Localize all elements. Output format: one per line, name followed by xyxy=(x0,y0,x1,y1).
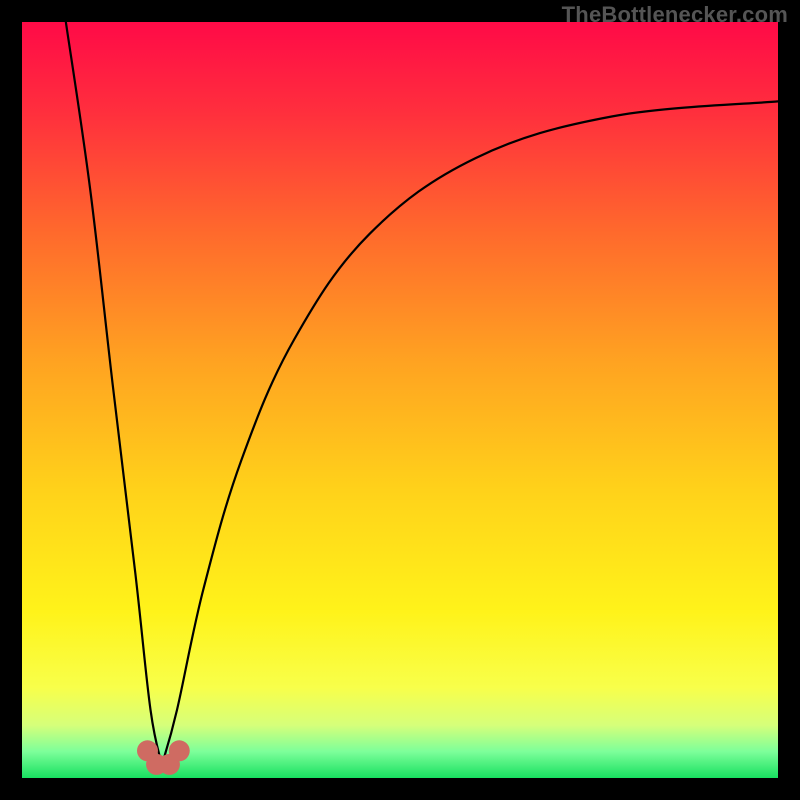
chart-frame: TheBottlenecker.com xyxy=(0,0,800,800)
gradient-background xyxy=(22,22,778,778)
dip-marker xyxy=(169,740,190,761)
watermark-text: TheBottlenecker.com xyxy=(562,2,788,28)
chart-plot-area xyxy=(22,22,778,778)
chart-svg xyxy=(22,22,778,778)
